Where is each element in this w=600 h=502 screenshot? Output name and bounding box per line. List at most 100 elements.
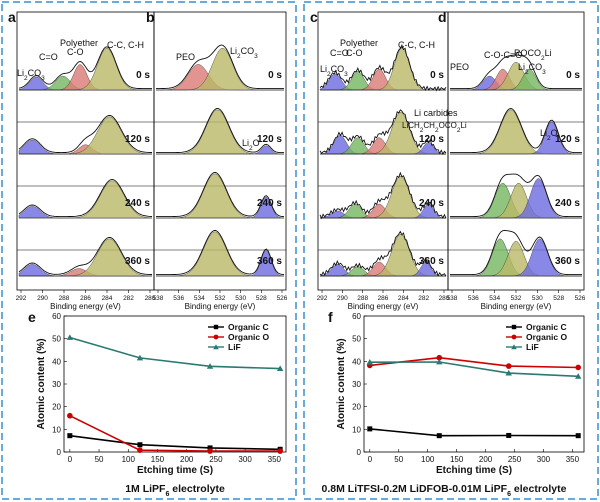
left-dashed-frame <box>1 1 297 500</box>
y-tick-label: 20 <box>52 403 61 412</box>
x-tick-label: 530 <box>235 295 246 302</box>
panel-letter-f: f <box>328 309 333 325</box>
legend-marker <box>511 344 517 350</box>
data-point <box>575 373 582 379</box>
peak-annotation: Polyether <box>60 38 98 48</box>
line-chart-f: f 0 10 20 30 40 50 60 0 50 100 150 200 250 300 350 Etchi… <box>322 309 585 498</box>
time-label: 120 s <box>555 134 580 145</box>
time-label: 120 s <box>419 134 444 145</box>
legend-marker <box>213 344 219 350</box>
peak-annotation: Li2O <box>242 138 260 152</box>
peak-annotation: Polyether <box>340 38 378 48</box>
fit-peak <box>450 121 582 155</box>
y-axis-label: Atomic content (%) <box>36 338 47 429</box>
x-tick-label: 530 <box>532 295 543 302</box>
peak-annotation: Li2CO3 <box>17 68 45 82</box>
data-point <box>137 442 143 448</box>
measured-envelope <box>156 171 285 218</box>
time-label: 360 s <box>257 256 282 267</box>
xps-panel-d: d 0 s 120 s 240 s 360 s 538 536 534 532 530 528 526… <box>438 9 586 311</box>
measured-envelope <box>450 173 582 218</box>
x-tick-label: 100 <box>421 455 435 464</box>
fit-peak <box>156 145 284 155</box>
x-tick-label: 534 <box>489 295 500 302</box>
data-point <box>67 412 73 419</box>
data-point <box>206 363 214 369</box>
time-label: 240 s <box>125 198 150 209</box>
panel-letter-e: e <box>28 309 36 325</box>
data-point <box>505 369 512 376</box>
y-tick-label: 0 <box>57 448 62 457</box>
x-tick-label: 526 <box>277 295 288 302</box>
x-tick-label: 286 <box>378 295 389 302</box>
peak-annotation: C=O <box>39 52 58 62</box>
data-point <box>277 448 283 454</box>
fit-peak <box>156 47 284 91</box>
x-axis-label: Binding energy (eV) <box>50 302 121 311</box>
data-point <box>207 448 213 454</box>
x-tick-label: 282 <box>418 295 429 302</box>
x-tick-label: 534 <box>194 295 205 302</box>
x-tick-label: 286 <box>80 295 91 302</box>
data-point <box>67 433 73 439</box>
peak-annotation: C=O <box>330 48 349 58</box>
x-tick-label: 292 <box>317 295 328 302</box>
panel-letter-a: a <box>8 9 16 25</box>
legend-label: Organic C <box>526 322 567 332</box>
measured-envelope <box>18 178 153 218</box>
x-tick-label: 536 <box>468 295 479 302</box>
measured-envelope <box>450 54 582 90</box>
measured-envelope <box>156 44 284 90</box>
fit-peak <box>19 180 153 219</box>
fit-peak <box>156 196 285 219</box>
x-tick-label: 300 <box>238 455 252 464</box>
series-line <box>69 434 281 451</box>
time-label: 0 s <box>566 70 580 81</box>
right-dashed-frame <box>303 1 599 500</box>
series-line <box>369 361 579 378</box>
fit-peak <box>450 68 582 91</box>
y-tick-label: 10 <box>352 425 361 434</box>
legend-label: LiF <box>228 342 241 352</box>
x-tick-label: 538 <box>447 295 458 302</box>
fit-peak <box>450 178 582 219</box>
fit-peak <box>19 116 153 155</box>
peak-annotation: C-C, C-H <box>398 40 435 50</box>
x-axis-label: Etching time (S) <box>137 465 213 476</box>
x-axis-label: Binding energy (eV) <box>481 302 552 311</box>
x-tick-label: 532 <box>511 295 522 302</box>
measured-envelope <box>319 109 447 156</box>
x-tick-label: 526 <box>575 295 586 302</box>
legend-marker <box>511 334 517 340</box>
xps-panels: a 0 s 120 s 240 s 360 s 292 290 288 286 284 282 280… <box>8 9 586 311</box>
time-label: 0 s <box>430 70 444 81</box>
data-point <box>276 365 284 371</box>
series-line <box>69 336 281 370</box>
x-tick-label: 50 <box>394 455 403 464</box>
x-tick-label: 200 <box>479 455 493 464</box>
line-chart-e: e 0 10 20 30 40 50 60 0 50 100 150 200 250 300 350 Etchi… <box>28 309 287 498</box>
y-tick-label: 30 <box>52 380 61 389</box>
fit-peak <box>320 203 447 219</box>
time-label: 360 s <box>555 256 580 267</box>
measured-envelope <box>319 230 447 277</box>
data-point <box>66 334 74 340</box>
x-tick-label: 284 <box>398 295 409 302</box>
time-label: 240 s <box>419 198 444 209</box>
electrolyte-caption: 0.8M LiTFSI-0.2M LiDFOB-0.01M LiPF6 elec… <box>322 483 567 498</box>
series-line <box>69 414 281 452</box>
data-point <box>505 363 512 369</box>
y-tick-label: 50 <box>352 335 361 344</box>
x-tick-label: 282 <box>123 295 134 302</box>
x-tick-label: 0 <box>368 455 373 464</box>
panel-letter-b: b <box>146 9 155 25</box>
measured-envelope <box>18 114 152 154</box>
electrolyte-caption: 1M LiPF6 electrolyte <box>125 483 225 498</box>
x-axis-label: Binding energy (eV) <box>185 302 256 311</box>
x-tick-label: 250 <box>209 455 223 464</box>
data-point <box>436 358 443 365</box>
y-tick-label: 60 <box>352 312 361 321</box>
y-tick-label: 30 <box>352 380 361 389</box>
fit-peak <box>450 238 582 277</box>
